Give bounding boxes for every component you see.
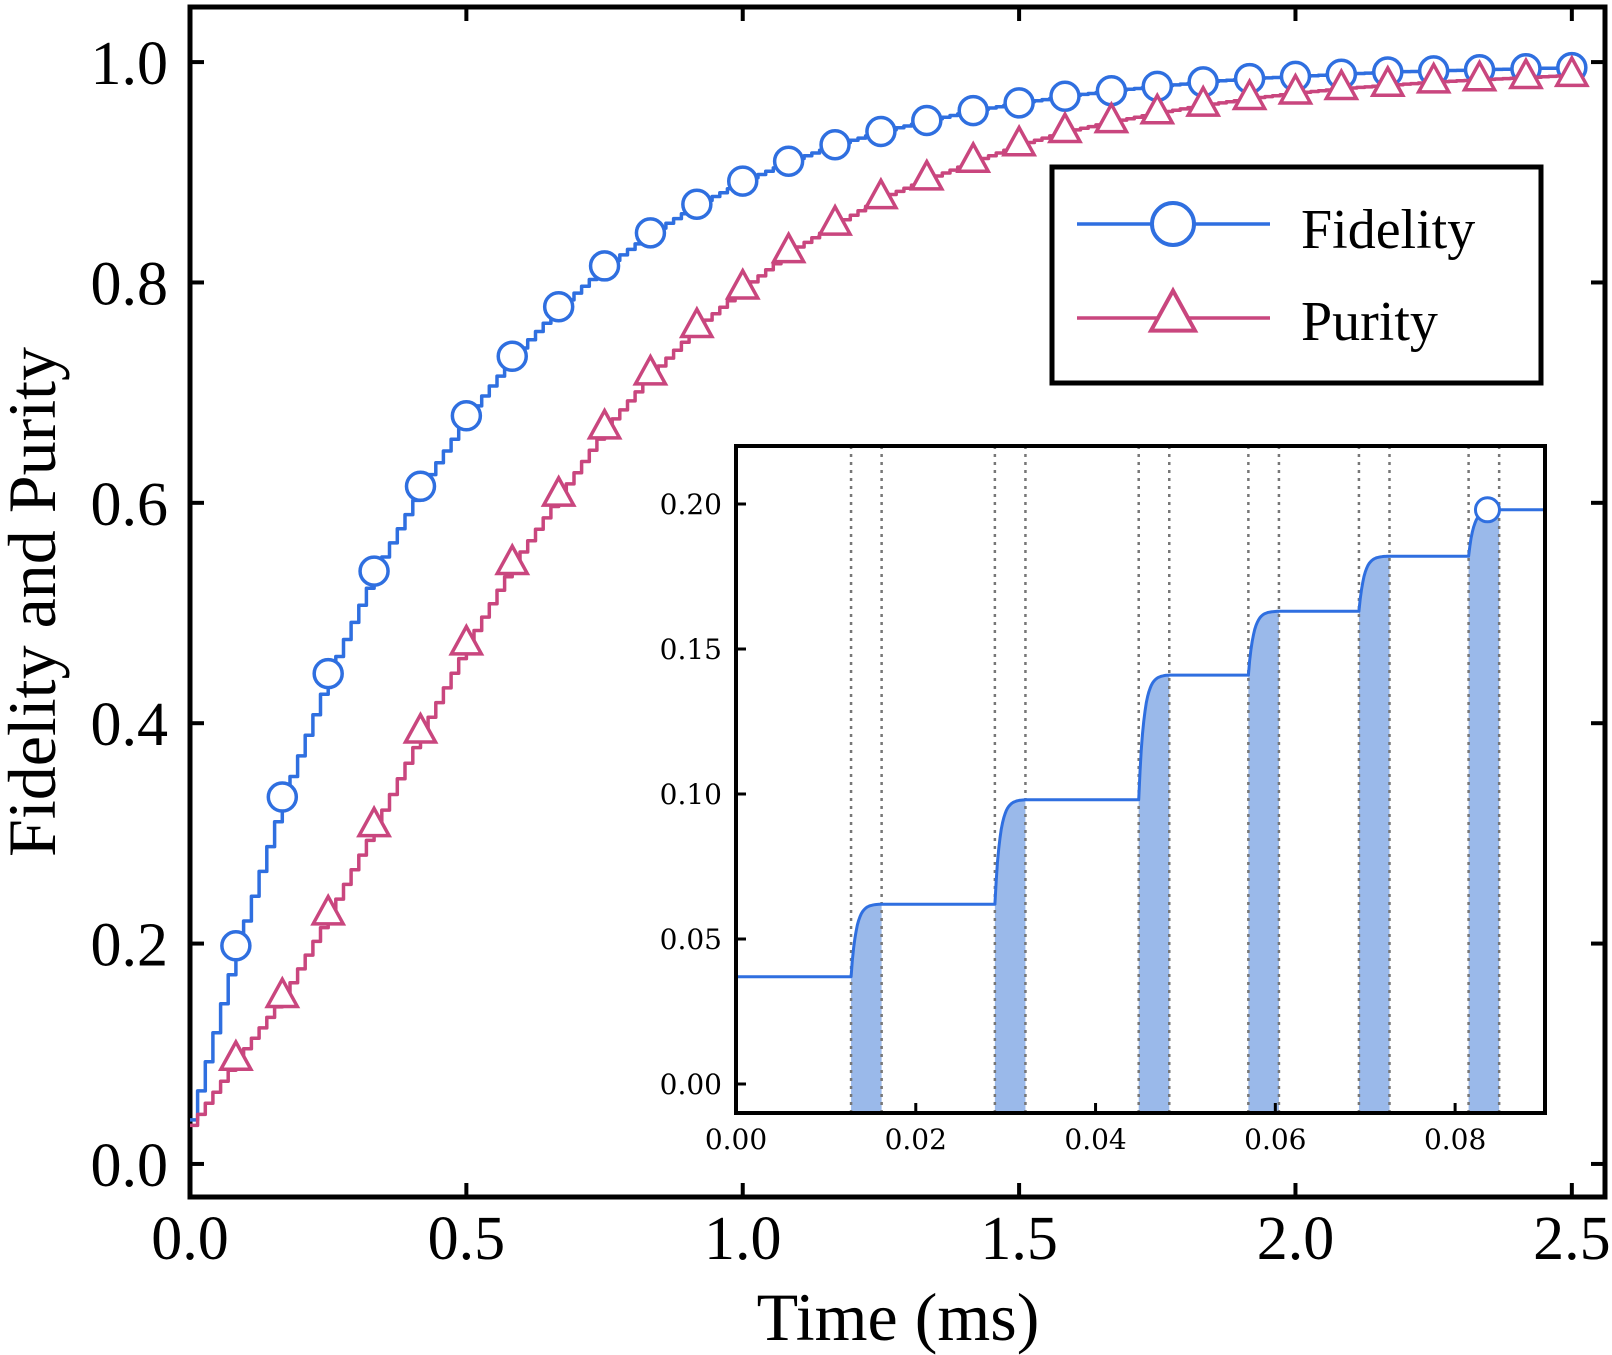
data-point-fidelity <box>865 115 897 148</box>
data-point-purity <box>540 474 577 507</box>
data-point-fidelity <box>588 250 621 282</box>
pulse-shaded-region <box>1468 509 1500 1113</box>
inset-series-group <box>736 446 1545 1113</box>
data-point-fidelity <box>404 470 437 503</box>
data-point-purity <box>678 305 715 339</box>
y-tick-label: 0.0 <box>91 1132 169 1200</box>
y-axis-label: Fidelity and Purity <box>0 347 70 857</box>
inset-x-tick-label: 0.00 <box>705 1123 767 1156</box>
data-point-fidelity <box>634 217 667 249</box>
data-point-fidelity <box>312 657 344 690</box>
data-point-purity <box>1047 110 1083 144</box>
inset-chart: 0.00 0.02 0.04 0.06 0.08 0.00 0.05 0.10 0.15 0.20 <box>660 444 1547 1156</box>
inset-ticks-group: 0.00 0.02 0.04 0.06 0.08 0.00 0.05 0.10 0.15 0.20 <box>660 488 1487 1156</box>
data-point-purity <box>1001 123 1038 157</box>
data-point-fidelity <box>358 555 390 587</box>
inset-x-tick-label: 0.06 <box>1244 1123 1306 1156</box>
data-point-fidelity <box>266 781 299 813</box>
main-series-group <box>190 51 1590 1128</box>
pulse-shaded-region <box>851 904 882 1113</box>
inset-x-tick-label: 0.04 <box>1064 1123 1126 1156</box>
pulse-shaded-region <box>1358 556 1390 1113</box>
inset-y-tick-label: 0.15 <box>660 633 722 666</box>
data-point-purity <box>1415 61 1452 94</box>
data-point-fidelity <box>542 290 575 323</box>
data-point-purity <box>1231 77 1268 111</box>
data-point-purity <box>1323 67 1360 101</box>
inset-y-tick-label: 0.10 <box>660 778 722 811</box>
data-point-fidelity <box>772 145 805 178</box>
legend-samples-group <box>1077 201 1270 333</box>
x-tick-label: 2.0 <box>1257 1205 1335 1273</box>
data-point-fidelity <box>1003 87 1035 119</box>
x-tick-label: 0.5 <box>428 1205 506 1273</box>
data-point-purity <box>586 407 623 440</box>
data-point-purity <box>494 542 531 576</box>
inset-y-tick-label: 0.05 <box>660 923 722 956</box>
y-tick-label: 1.0 <box>91 30 169 98</box>
y-tick-label: 0.4 <box>91 691 169 759</box>
data-point-fidelity <box>681 188 713 220</box>
x-axis-label: Time (ms) <box>757 1279 1040 1355</box>
data-point-fidelity <box>819 128 851 161</box>
data-point-purity <box>862 176 899 210</box>
main-ticks-group: 0.0 0.5 1.0 1.5 2.0 2.5 0.0 0.2 0.4 0.6 0.8 1.0 <box>91 7 1611 1273</box>
y-tick-label: 0.6 <box>91 471 169 539</box>
data-point-fidelity <box>1049 80 1081 112</box>
pulse-shaded-region <box>994 799 1026 1113</box>
inset-series-line-fidelity <box>736 508 1545 979</box>
y-tick-label: 0.8 <box>91 250 169 318</box>
data-point-purity <box>724 267 761 300</box>
x-tick-label: 1.0 <box>704 1205 782 1273</box>
data-point-purity <box>632 353 669 386</box>
inset-y-tick-label: 0.20 <box>660 488 722 521</box>
data-point-purity <box>955 140 992 174</box>
data-point-fidelity <box>726 165 759 197</box>
x-tick-label: 2.5 <box>1533 1205 1611 1273</box>
data-point-purity <box>770 230 807 264</box>
data-point-purity <box>402 711 439 744</box>
data-point-fidelity <box>450 400 483 432</box>
data-point-purity <box>1507 56 1544 90</box>
data-point-purity <box>1553 54 1590 88</box>
legend-box <box>1049 164 1544 386</box>
legend-marker-fidelity <box>1150 201 1196 247</box>
data-point-purity <box>356 804 393 838</box>
pulse-shaded-region <box>1248 611 1279 1113</box>
legend-marker-purity <box>1147 286 1199 333</box>
y-tick-label: 0.2 <box>91 912 169 980</box>
inset-x-tick-label: 0.08 <box>1424 1123 1486 1156</box>
inset-plot-frame-top <box>734 444 1547 1115</box>
data-point-fidelity <box>496 340 528 373</box>
x-tick-label: 1.5 <box>980 1205 1058 1273</box>
inset-data-point-fidelity <box>1473 496 1501 524</box>
legend-label-purity: Purity <box>1301 291 1438 353</box>
data-point-purity <box>1369 64 1406 97</box>
data-point-purity <box>817 203 854 236</box>
data-point-purity <box>217 1038 254 1072</box>
legend-label-fidelity: Fidelity <box>1301 199 1475 261</box>
data-point-fidelity <box>911 104 943 137</box>
inset-y-tick-label: 0.00 <box>660 1068 722 1101</box>
data-point-purity <box>1185 84 1222 117</box>
data-point-purity <box>448 622 485 656</box>
data-point-purity <box>1277 72 1314 105</box>
data-point-purity <box>310 892 347 926</box>
pulse-shaded-region <box>1138 675 1170 1113</box>
data-point-purity <box>264 975 301 1009</box>
data-point-purity <box>1093 100 1130 134</box>
data-point-purity <box>908 158 945 191</box>
data-point-purity <box>1139 91 1176 125</box>
data-point-fidelity <box>1095 74 1128 107</box>
data-point-fidelity <box>957 94 989 127</box>
x-tick-label: 0.0 <box>151 1205 229 1273</box>
legend: Fidelity Purity <box>1049 164 1544 386</box>
data-point-fidelity <box>220 930 252 962</box>
data-point-purity <box>1461 58 1498 92</box>
inset-x-tick-label: 0.02 <box>885 1123 947 1156</box>
